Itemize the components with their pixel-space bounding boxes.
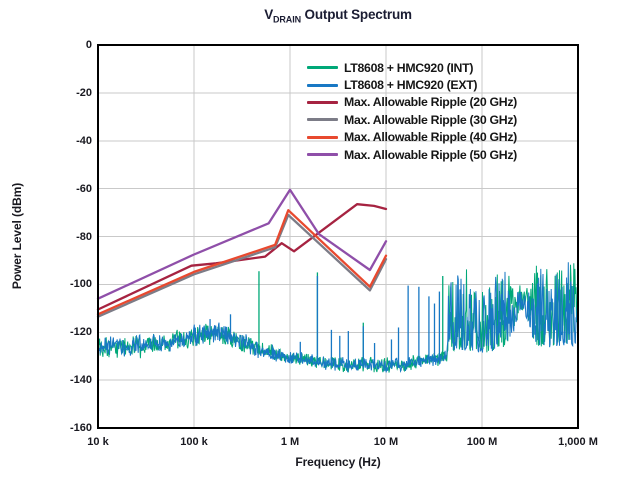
legend-label-r40: Max. Allowable Ripple (40 GHz) <box>344 130 517 145</box>
y-tick--20: -20 <box>76 86 92 99</box>
legend-label-r20: Max. Allowable Ripple (20 GHz) <box>344 95 517 110</box>
y-tick-0: 0 <box>85 39 92 51</box>
x-axis-label: Frequency (Hz) <box>295 455 381 469</box>
y-tick--40: -40 <box>76 134 92 147</box>
chart-title-prefix: V <box>264 7 273 22</box>
legend-label-r30: Max. Allowable Ripple (30 GHz) <box>344 112 517 127</box>
chart-title-subscript: DRAIN <box>273 14 301 25</box>
y-tick--80: -80 <box>76 230 92 243</box>
y-tick--100: -100 <box>69 278 92 291</box>
series-r40-line <box>96 209 388 316</box>
plot-frame <box>97 44 579 429</box>
legend-swatch-int <box>307 66 338 70</box>
series-r50-line <box>96 188 388 300</box>
legend-item-r30: Max. Allowable Ripple (30 GHz) <box>307 111 517 128</box>
legend-swatch-r50 <box>307 153 338 157</box>
legend-label-int: LT8608 + HMC920 (INT) <box>344 60 474 75</box>
legend-swatch-r40 <box>307 135 338 139</box>
legend-label-r50: Max. Allowable Ripple (50 GHz) <box>344 147 517 162</box>
x-tick-1000M: 1,000 M <box>558 436 598 448</box>
legend-item-int: LT8608 + HMC920 (INT) <box>307 59 517 76</box>
x-tick-100k: 100 k <box>180 436 208 448</box>
x-tick-10M: 10 M <box>373 436 399 448</box>
y-tick--140: -140 <box>69 374 92 387</box>
legend-item-r50: Max. Allowable Ripple (50 GHz) <box>307 146 517 163</box>
legend: LT8608 + HMC920 (INT) LT8608 + HMC920 (EX… <box>307 59 517 163</box>
legend-label-ext: LT8608 + HMC920 (EXT) <box>344 78 478 93</box>
legend-swatch-r20 <box>307 100 338 104</box>
y-tick--60: -60 <box>76 182 92 195</box>
legend-swatch-r30 <box>307 118 338 122</box>
legend-swatch-ext <box>307 83 338 87</box>
legend-item-r20: Max. Allowable Ripple (20 GHz) <box>307 94 517 111</box>
series-r30-line <box>96 213 388 318</box>
y-tick--120: -120 <box>69 326 92 339</box>
x-tick-10k: 10 k <box>87 436 109 448</box>
chart-title: VDRAIN Output Spectrum <box>98 7 578 25</box>
series-ext-noise-trace <box>97 262 579 373</box>
chart-title-rest: Output Spectrum <box>301 7 412 22</box>
legend-item-r40: Max. Allowable Ripple (40 GHz) <box>307 129 517 146</box>
legend-item-ext: LT8608 + HMC920 (EXT) <box>307 76 517 93</box>
series-r20-line <box>96 203 388 311</box>
x-tick-100M: 100 M <box>466 436 498 448</box>
x-tick-1M: 1 M <box>280 436 300 448</box>
y-tick--160: -160 <box>69 422 92 434</box>
